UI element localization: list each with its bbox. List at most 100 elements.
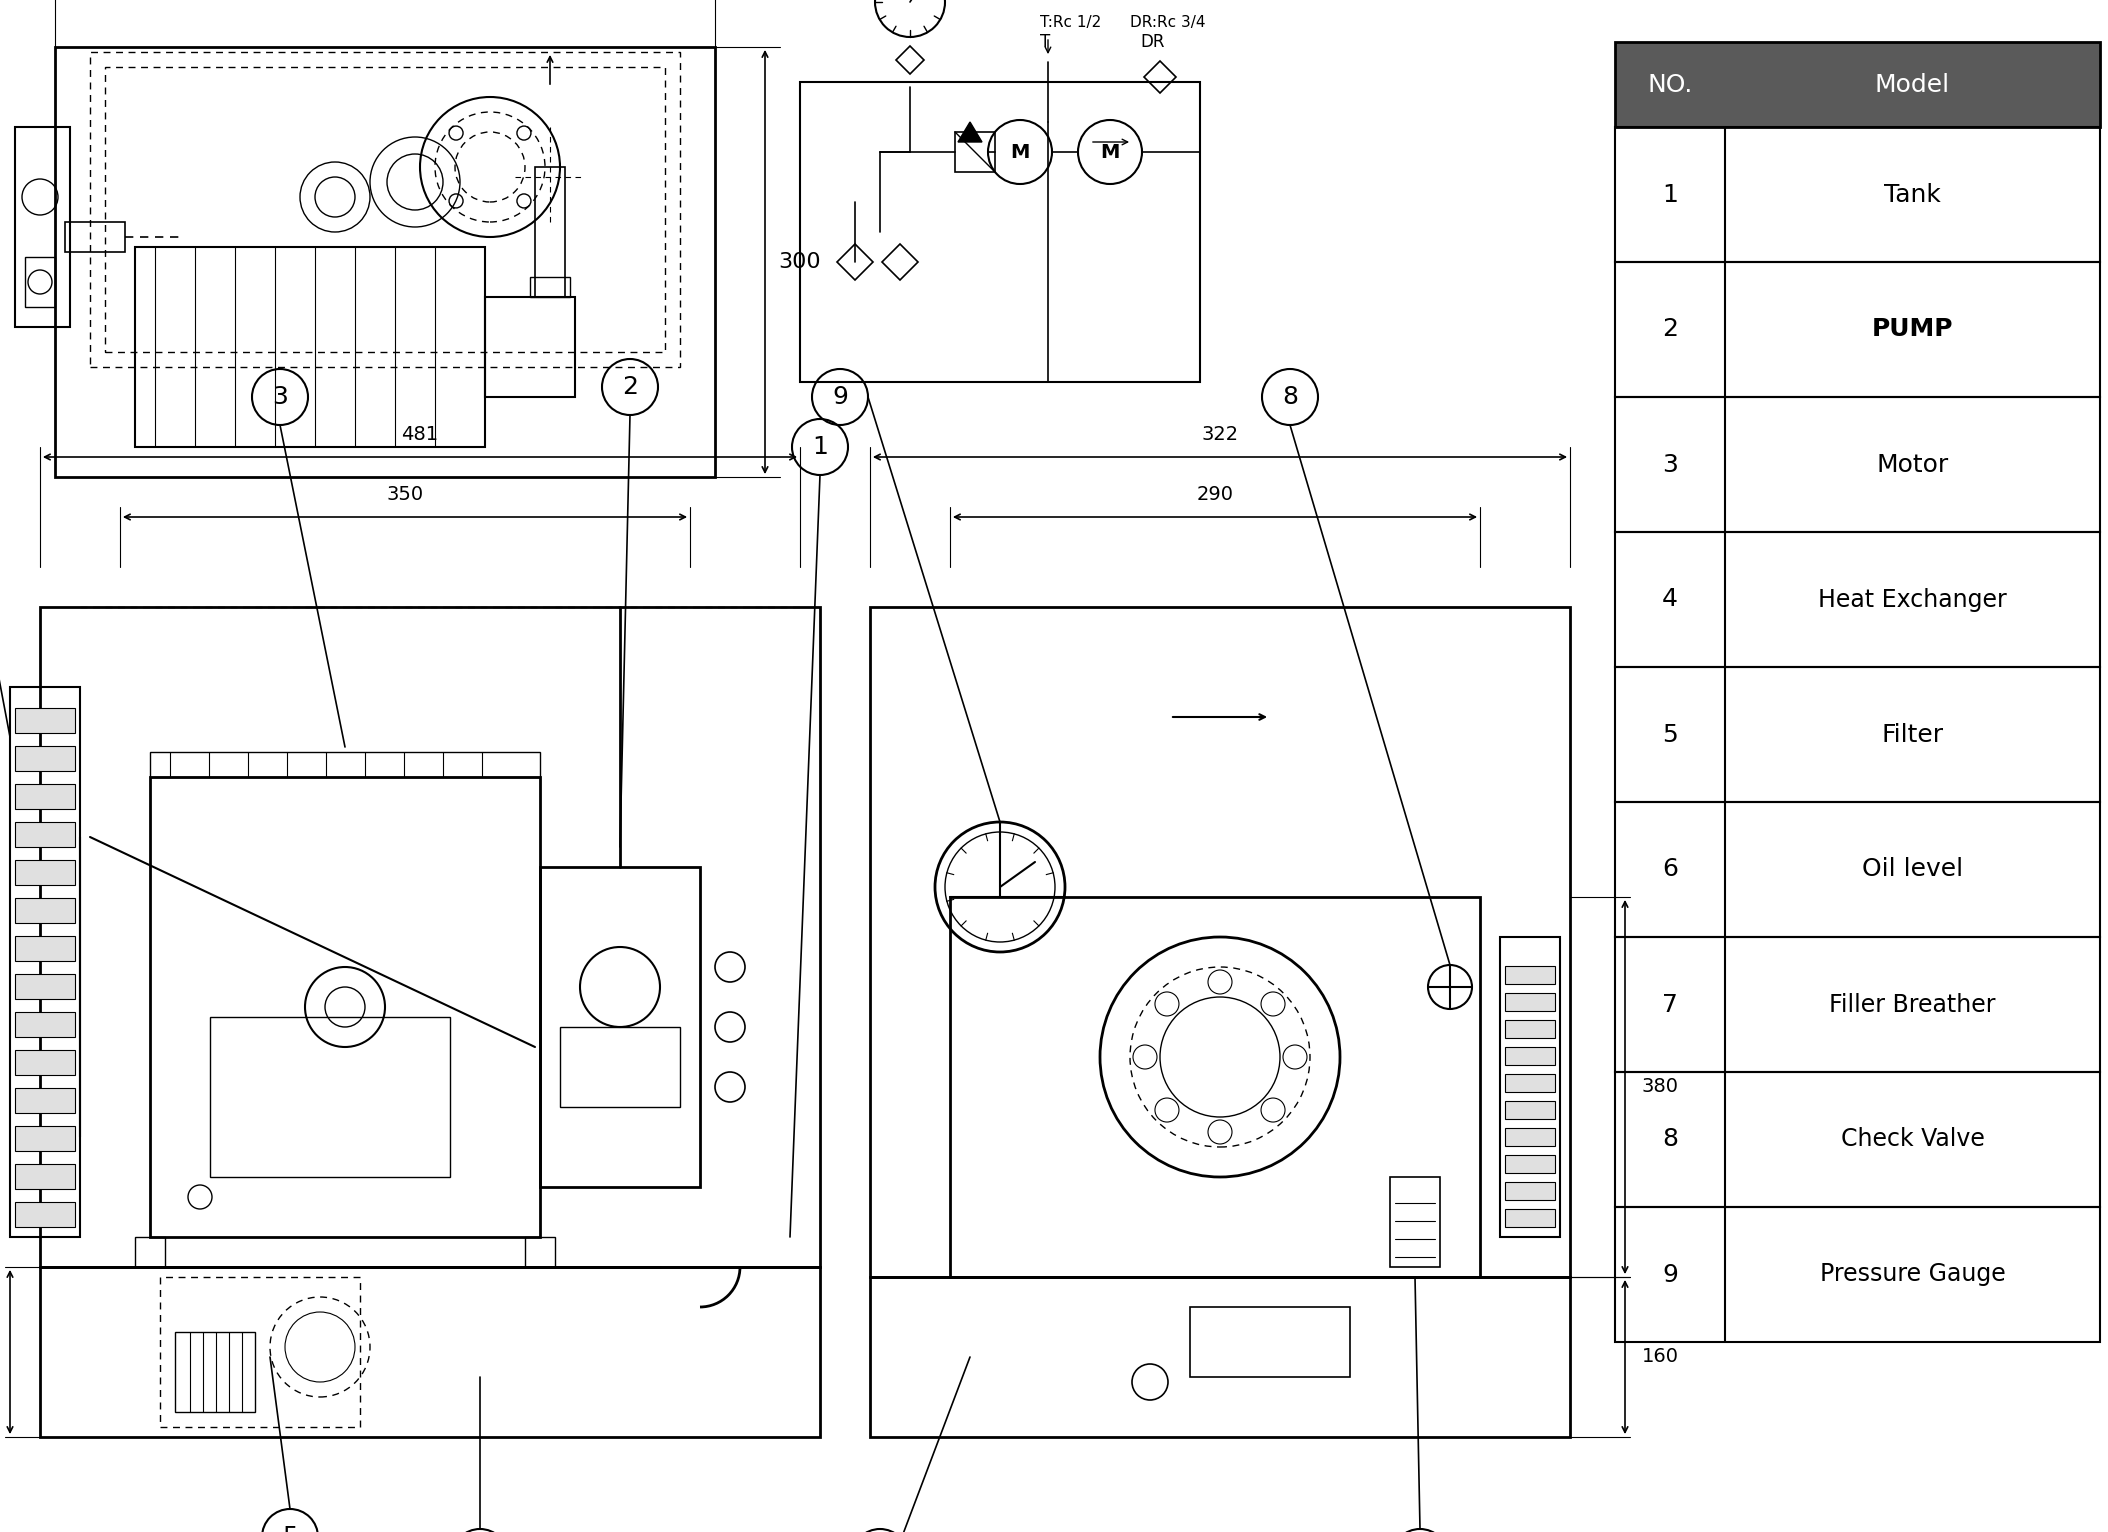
Bar — [1389, 1177, 1440, 1267]
Bar — [1505, 1128, 1556, 1146]
Bar — [1505, 1155, 1556, 1174]
Text: 9: 9 — [1661, 1262, 1678, 1287]
Bar — [1505, 967, 1556, 984]
Bar — [1615, 666, 2100, 801]
Bar — [1505, 1209, 1556, 1227]
Text: 8: 8 — [1661, 1128, 1678, 1152]
Text: 300: 300 — [778, 251, 822, 273]
Bar — [55, 47, 715, 476]
Bar — [561, 1026, 681, 1108]
Text: Oil level: Oil level — [1861, 858, 1963, 881]
Bar — [15, 708, 76, 732]
Text: 3: 3 — [1661, 452, 1678, 476]
Bar — [15, 859, 76, 885]
Text: PUMP: PUMP — [1872, 317, 1954, 342]
Bar — [175, 1331, 255, 1413]
Text: 3: 3 — [272, 385, 289, 409]
Text: 2: 2 — [622, 375, 639, 398]
Bar — [135, 1236, 164, 1267]
Bar — [135, 247, 485, 447]
Text: 8: 8 — [1282, 385, 1299, 409]
Bar — [1615, 801, 2100, 938]
Text: 322: 322 — [1202, 426, 1240, 444]
Bar — [1615, 41, 2100, 127]
Bar — [951, 898, 1480, 1278]
Bar — [40, 607, 820, 1267]
Bar — [955, 132, 995, 172]
Bar — [15, 1126, 76, 1151]
Text: 5: 5 — [1661, 723, 1678, 746]
Text: 9: 9 — [833, 385, 847, 409]
Bar — [1615, 938, 2100, 1072]
Text: 1: 1 — [812, 435, 828, 460]
Bar — [1615, 1207, 2100, 1342]
Text: 435: 435 — [365, 0, 407, 2]
Bar — [15, 898, 76, 922]
Bar — [15, 974, 76, 999]
Bar — [1191, 1307, 1349, 1377]
Bar — [1505, 1074, 1556, 1092]
Bar — [91, 52, 681, 368]
Text: Tank: Tank — [1885, 182, 1941, 207]
Text: DR: DR — [1140, 34, 1164, 51]
Bar — [15, 1203, 76, 1227]
Bar — [871, 607, 1570, 1278]
Bar — [1615, 397, 2100, 532]
Text: Heat Exchanger: Heat Exchanger — [1817, 587, 2007, 611]
Text: Filler Breather: Filler Breather — [1830, 993, 1996, 1017]
Bar — [160, 1278, 360, 1426]
Bar — [1615, 532, 2100, 666]
Text: 7: 7 — [1661, 993, 1678, 1017]
Bar — [1501, 938, 1560, 1236]
Text: 290: 290 — [1197, 486, 1233, 504]
Bar — [15, 823, 76, 847]
Bar — [1505, 1046, 1556, 1065]
Text: 2: 2 — [1661, 317, 1678, 342]
Bar — [15, 784, 76, 809]
Text: 1: 1 — [1661, 182, 1678, 207]
Bar — [150, 752, 540, 777]
Bar — [11, 686, 80, 1236]
Text: Model: Model — [1874, 72, 1950, 97]
Text: Motor: Motor — [1876, 452, 1948, 476]
Bar — [1505, 1020, 1556, 1039]
Bar — [15, 746, 76, 771]
Bar — [15, 1049, 76, 1075]
Text: DR:Rc 3/4: DR:Rc 3/4 — [1130, 14, 1206, 29]
Text: T:Rc 1/2: T:Rc 1/2 — [1039, 14, 1100, 29]
Text: Filter: Filter — [1882, 723, 1944, 746]
Bar — [525, 1236, 554, 1267]
Bar — [529, 277, 569, 297]
Bar — [40, 1267, 820, 1437]
Text: T: T — [1039, 34, 1050, 51]
Bar — [1505, 1183, 1556, 1200]
Text: 6: 6 — [1661, 858, 1678, 881]
Bar — [535, 167, 565, 297]
Polygon shape — [957, 123, 982, 142]
Bar — [1505, 1102, 1556, 1118]
Text: Check Valve: Check Valve — [1840, 1128, 1984, 1152]
Bar — [1615, 1072, 2100, 1207]
Bar — [15, 936, 76, 961]
Bar — [105, 67, 664, 352]
Bar — [1615, 127, 2100, 262]
Bar — [1505, 993, 1556, 1011]
Text: M: M — [1010, 142, 1029, 161]
Bar — [65, 222, 124, 251]
Text: 160: 160 — [1642, 1348, 1678, 1367]
Bar — [801, 83, 1199, 381]
Bar — [15, 1088, 76, 1114]
Bar — [485, 297, 575, 397]
Bar — [871, 1278, 1570, 1437]
Bar — [15, 1164, 76, 1189]
Bar — [25, 257, 55, 306]
Bar — [150, 777, 540, 1236]
Bar — [15, 127, 70, 326]
Text: M: M — [1100, 142, 1119, 161]
Text: 350: 350 — [386, 486, 424, 504]
Text: 5: 5 — [282, 1524, 297, 1532]
Text: 481: 481 — [401, 426, 438, 444]
Bar — [211, 1017, 449, 1177]
Text: NO.: NO. — [1646, 72, 1693, 97]
Text: 380: 380 — [1642, 1077, 1678, 1097]
